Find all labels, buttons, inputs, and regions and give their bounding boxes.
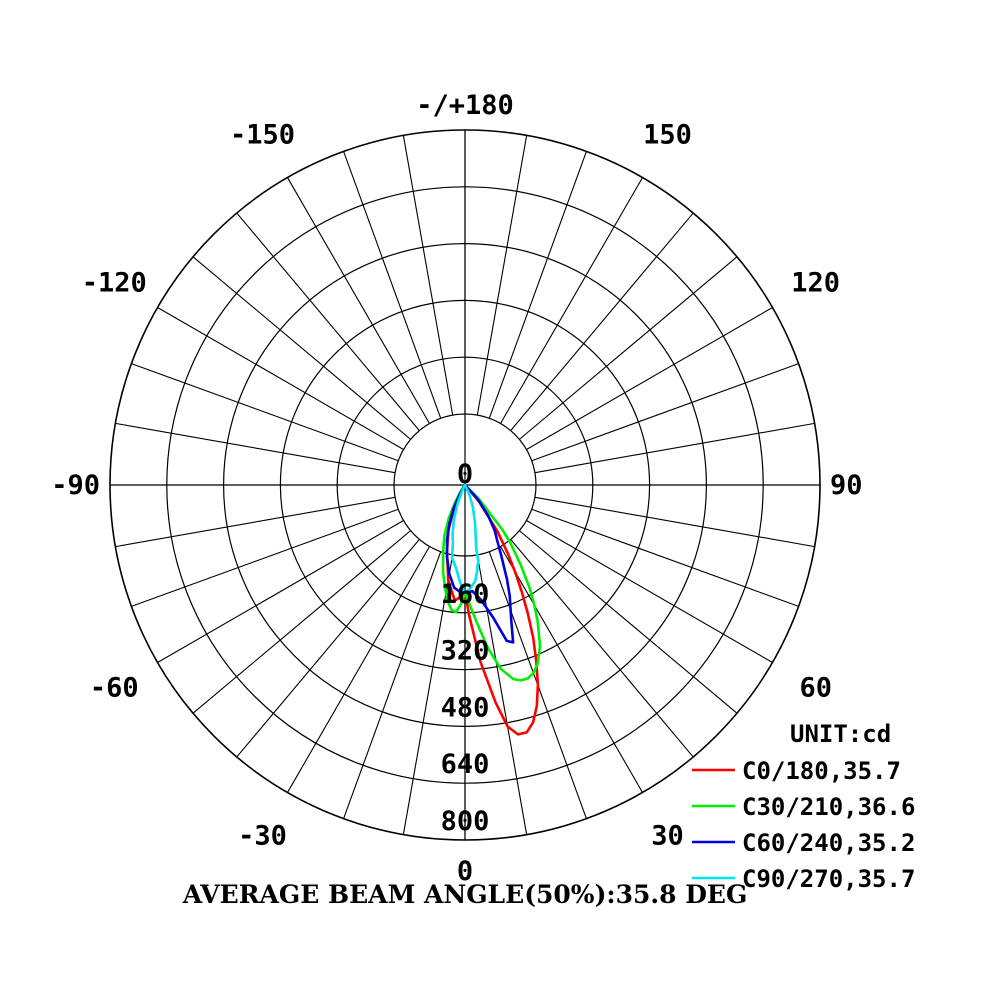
grid-spoke xyxy=(519,530,738,714)
legend-entry: C90/270,35.7 xyxy=(742,865,915,893)
grid-spoke xyxy=(343,551,442,819)
grid-spoke xyxy=(343,151,442,419)
grid-spoke xyxy=(236,212,420,431)
axis-labels: -/+180 150 -150 120 -120 90 -90 60 -60 30 -30 0 0 160… xyxy=(51,90,862,887)
radial-tick-label: 800 xyxy=(441,806,490,837)
grid-spoke xyxy=(131,508,399,607)
grid-spoke xyxy=(192,530,411,714)
angle-label: -120 xyxy=(82,268,147,299)
grid-spoke xyxy=(287,546,430,793)
grid-spoke xyxy=(510,539,694,758)
unit-label: UNIT:cd xyxy=(790,720,891,748)
angle-label: 120 xyxy=(791,268,840,299)
grid-spoke xyxy=(287,177,430,424)
legend-entry: C60/240,35.2 xyxy=(742,829,915,857)
grid-spoke xyxy=(519,256,738,440)
radial-tick-label: 640 xyxy=(441,749,490,780)
series-curve-3 xyxy=(450,483,480,595)
grid-spoke xyxy=(131,363,399,462)
grid-spoke xyxy=(115,422,396,474)
angle-label: -60 xyxy=(90,673,139,704)
grid-spoke xyxy=(402,554,454,835)
angle-label: 0 xyxy=(457,856,473,887)
radial-tick-label: 480 xyxy=(441,692,490,723)
grid-spoke xyxy=(476,554,528,835)
radial-tick-label: 0 xyxy=(457,459,473,490)
angle-label: -30 xyxy=(238,821,287,852)
grid-spoke xyxy=(500,177,643,424)
radial-tick-label: 320 xyxy=(441,636,490,667)
grid-spoke xyxy=(534,422,815,474)
grid-spoke xyxy=(531,508,799,607)
series-curve-2 xyxy=(445,483,515,644)
grid-spoke xyxy=(157,307,404,450)
grid-spoke xyxy=(531,363,799,462)
angle-label: 150 xyxy=(643,119,692,150)
grid-spoke xyxy=(402,135,454,416)
grid-spoke xyxy=(236,539,420,758)
angle-label: 30 xyxy=(651,821,684,852)
legend-entry: C30/210,36.6 xyxy=(742,793,915,821)
grid-spoke xyxy=(510,212,694,431)
grid-spoke xyxy=(534,496,815,548)
grid-spoke xyxy=(476,135,528,416)
grid-spoke xyxy=(488,151,587,419)
angle-label: -/+180 xyxy=(416,90,514,121)
legend-entry: C0/180,35.7 xyxy=(742,757,901,785)
angle-label: -90 xyxy=(51,470,100,501)
grid-spoke xyxy=(192,256,411,440)
polar-grid xyxy=(109,129,821,841)
angle-label: 90 xyxy=(830,470,863,501)
grid-spoke xyxy=(157,520,404,663)
angle-label: -150 xyxy=(230,119,295,150)
intensity-curves xyxy=(441,483,542,736)
legend: UNIT:cd C0/180,35.7 C30/210,36.6 C60/240,3… xyxy=(692,720,915,893)
radial-tick-label: 160 xyxy=(441,579,490,610)
grid-spoke xyxy=(526,307,773,450)
average-beam-angle: AVERAGE BEAM ANGLE(50%):35.8 DEG xyxy=(182,880,748,909)
grid-spoke xyxy=(500,546,643,793)
grid-spoke xyxy=(115,496,396,548)
series-curve-1 xyxy=(441,483,542,682)
angle-label: 60 xyxy=(799,673,832,704)
grid-spoke xyxy=(526,520,773,663)
